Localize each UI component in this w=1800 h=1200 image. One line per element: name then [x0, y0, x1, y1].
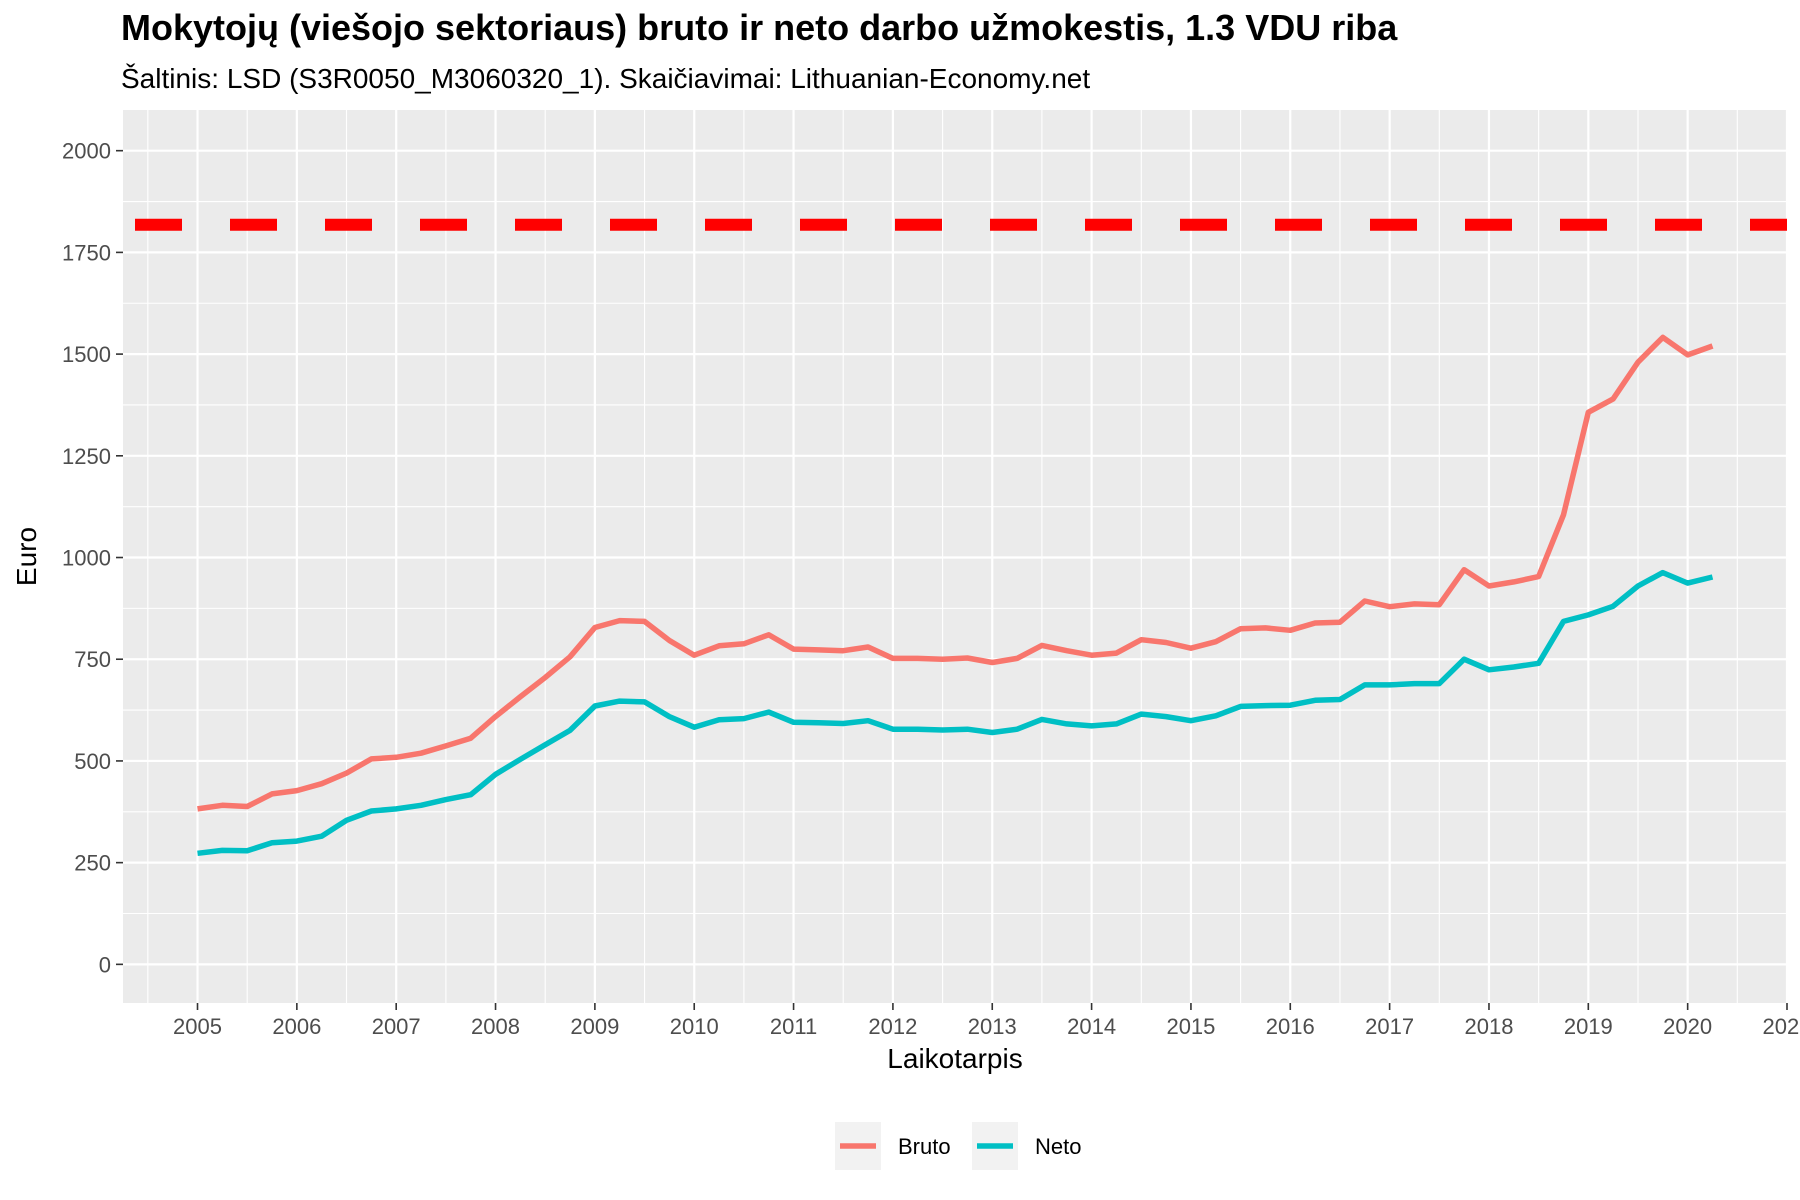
x-tick-label: 2008: [471, 1014, 520, 1039]
x-tick-label: 2018: [1464, 1014, 1513, 1039]
y-axis-title: Euro: [11, 527, 42, 586]
x-tick-label: 2007: [372, 1014, 421, 1039]
legend-label-bruto: Bruto: [898, 1134, 951, 1159]
legend-label-neto: Neto: [1035, 1134, 1081, 1159]
series-line-bruto: [197, 334, 1714, 812]
grid-major: [123, 110, 1789, 1003]
y-tick-label: 1750: [62, 240, 111, 265]
x-tick-label: 2010: [670, 1014, 719, 1039]
x-tick-label: 2011: [770, 1014, 817, 1039]
y-tick-label: 2000: [62, 139, 111, 164]
legend: Bruto Neto: [835, 1122, 1081, 1170]
x-axis-title: Laikotarpis: [887, 1043, 1022, 1074]
y-tick-label: 0: [99, 952, 111, 977]
x-tick-label: 2017: [1365, 1014, 1414, 1039]
x-tick-label: 2009: [570, 1014, 619, 1039]
y-axis: 0 250 500 750 1000 1250 1500 1750 2000: [62, 139, 123, 977]
x-tick-label: 2012: [868, 1014, 917, 1039]
y-tick-label: 1500: [62, 342, 111, 367]
x-tick-label: 2013: [968, 1014, 1017, 1039]
x-tick-label: 2006: [272, 1014, 321, 1039]
y-tick-label: 750: [74, 647, 111, 672]
y-tick-label: 1250: [62, 444, 111, 469]
series-layer: [197, 334, 1714, 857]
chart-title: Mokytojų (viešojo sektoriaus) bruto ir n…: [121, 7, 1398, 48]
y-tick-label: 1000: [62, 546, 111, 571]
y-tick-label: 500: [74, 749, 111, 774]
x-tick-label: 2016: [1266, 1014, 1315, 1039]
chart-subtitle: Šaltinis: LSD (S3R0050_M3060320_1). Skai…: [121, 63, 1090, 94]
x-tick-label: 2014: [1067, 1014, 1116, 1039]
x-tick-label: 2019: [1564, 1014, 1613, 1039]
x-tick-label: 2021: [1763, 1014, 1800, 1039]
y-tick-label: 250: [74, 851, 111, 876]
x-axis: 2005 2006 2007 2008 2009 2010 2011 2012 2013 2014…: [173, 1003, 1800, 1039]
x-tick-label: 2015: [1166, 1014, 1215, 1039]
series-line-neto: [197, 569, 1714, 857]
x-tick-label: 2005: [173, 1014, 222, 1039]
x-tick-label: 2020: [1663, 1014, 1712, 1039]
